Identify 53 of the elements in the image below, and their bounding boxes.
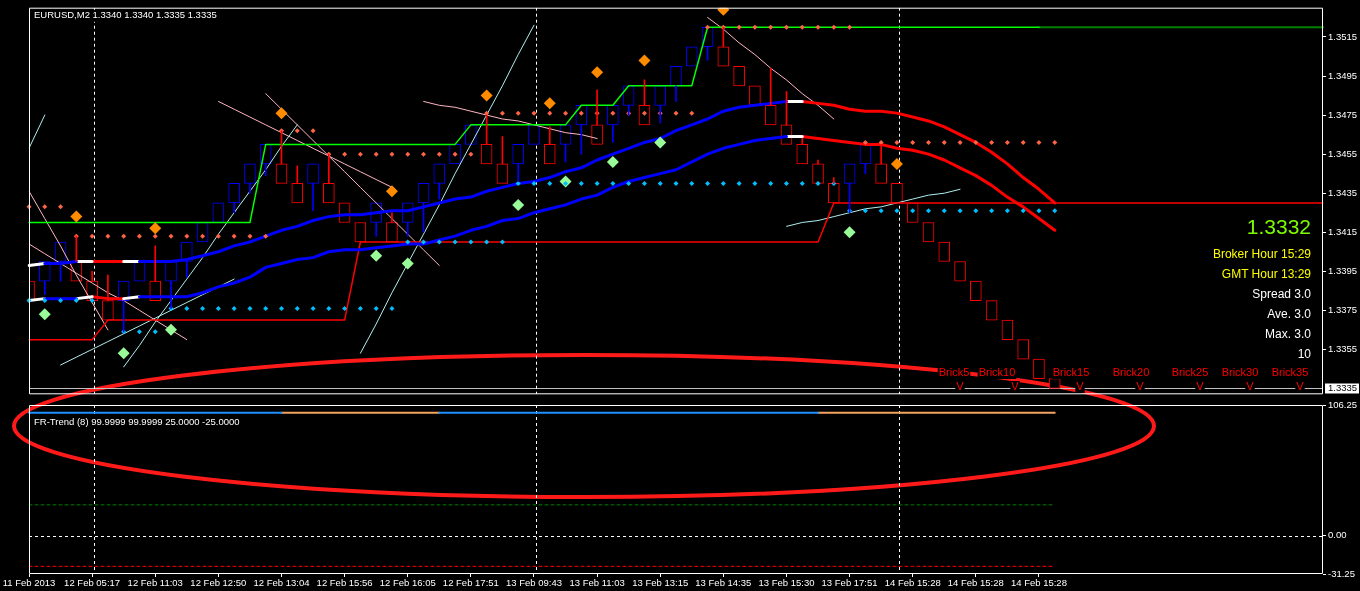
y-tick-label: 106.25 [1328, 398, 1358, 410]
annotation: Brick35 [1271, 366, 1309, 379]
annotation: V [1136, 380, 1145, 393]
x-tick-label: 14 Feb 15:28 [1010, 577, 1067, 589]
annotation: Brick25 [1171, 366, 1209, 379]
annotation: V [1196, 380, 1205, 393]
annotation: Brick5 [938, 366, 970, 379]
annotation: 10 [1297, 347, 1312, 362]
chart-title: EURUSD,M2 1.3340 1.3340 1.3335 1.3335 [34, 9, 217, 21]
annotation: V [1011, 380, 1020, 393]
y-tick-label: 1.3415 [1328, 225, 1358, 237]
annotation: Brick10 [978, 366, 1016, 379]
y-tick-label: 1.3475 [1328, 108, 1358, 120]
x-tick-label: 14 Feb 15:28 [947, 577, 1004, 589]
annotation: GMT Hour 13:29 [1221, 267, 1312, 282]
x-tick-label: 13 Feb 17:51 [821, 577, 878, 589]
y-tick-label: 1.3375 [1328, 303, 1358, 315]
y-tick-label: 1.3515 [1328, 30, 1358, 42]
ref-line-label: 1.3335 [1328, 382, 1358, 394]
annotation: Max. 3.0 [1264, 327, 1312, 342]
annotation: Broker Hour 15:29 [1212, 247, 1312, 262]
y-tick-label: 1.3395 [1328, 264, 1358, 276]
x-tick-label: 12 Feb 13:04 [253, 577, 310, 589]
x-tick-label: 12 Feb 05:17 [64, 577, 121, 589]
x-tick-label: 13 Feb 09:43 [505, 577, 562, 589]
x-tick-label: 14 Feb 15:28 [884, 577, 941, 589]
text: FR-Trend (8) 99.9999 99.9999 25.0000 -25.0000 [34, 415, 240, 427]
y-tick-label: 0.00 [1328, 529, 1347, 541]
annotation: V [1296, 380, 1305, 393]
annotation: Ave. 3.0 [1267, 307, 1312, 322]
x-tick-label: 12 Feb 15:56 [316, 577, 373, 589]
x-tick-label: 13 Feb 14:35 [695, 577, 752, 589]
x-tick-label: 12 Feb 16:05 [379, 577, 436, 589]
annotation: Brick30 [1221, 366, 1259, 379]
annotation: V [1246, 380, 1255, 393]
y-tick-label: -31.25 [1328, 567, 1355, 579]
annotation: Brick20 [1112, 366, 1150, 379]
x-tick-label: 13 Feb 13:15 [632, 577, 689, 589]
x-tick-label: 12 Feb 12:50 [190, 577, 247, 589]
y-tick-label: 1.3455 [1328, 147, 1358, 159]
y-tick-label: 1.3495 [1328, 69, 1358, 81]
annotation: Brick15 [1052, 366, 1090, 379]
y-tick-label: 1.3435 [1328, 186, 1358, 198]
annotation: Spread 3.0 [1252, 287, 1312, 302]
annotation: V [1076, 380, 1085, 393]
x-tick-label: 12 Feb 17:51 [442, 577, 499, 589]
annotation: 1.3332 [1246, 215, 1311, 239]
x-tick-label: 13 Feb 11:03 [569, 577, 625, 589]
annotation: V [956, 380, 965, 393]
x-tick-label: 11 Feb 2013 [2, 577, 56, 589]
x-tick-label: 12 Feb 11:03 [127, 577, 183, 589]
y-tick-label: 1.3355 [1328, 343, 1358, 355]
x-tick-label: 13 Feb 15:30 [758, 577, 815, 589]
